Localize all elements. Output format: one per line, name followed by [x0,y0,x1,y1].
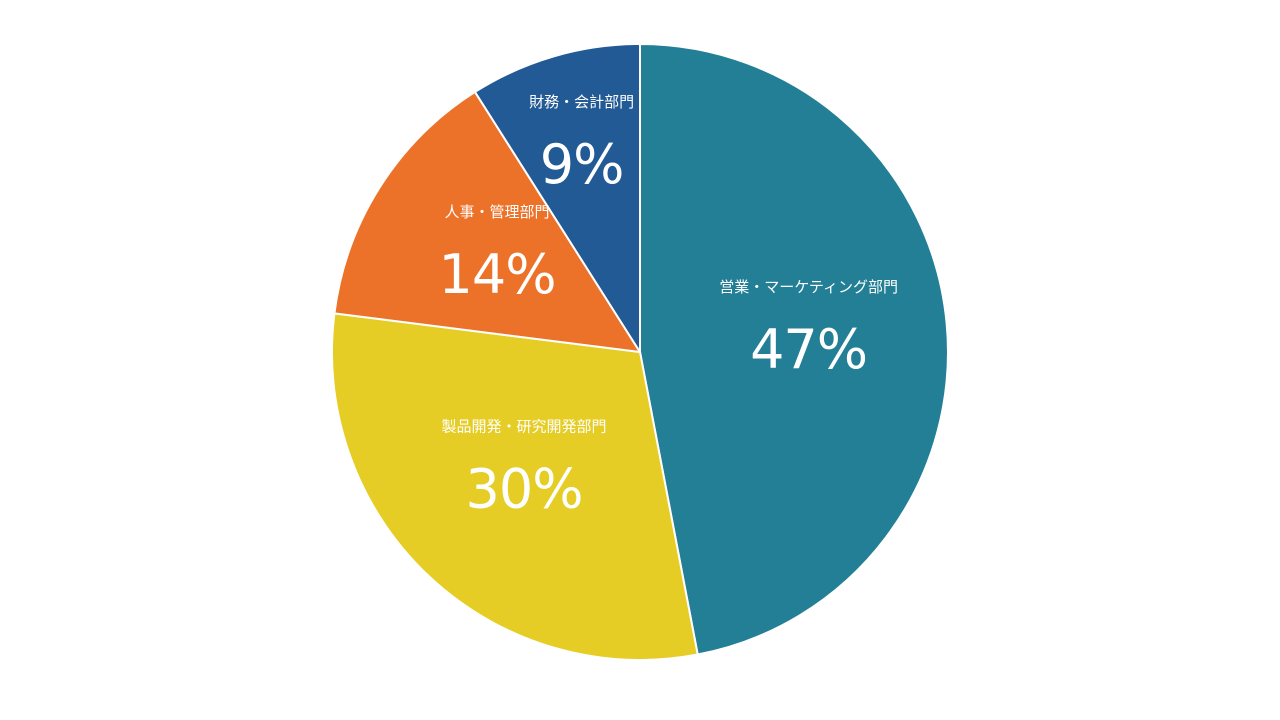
pie-slice-4 [473,43,641,353]
slice-label-2: 製品開発・研究開発部門 [441,418,606,436]
pie-labels: 営業・マーケティング部門 47% 製品開発・研究開発部門 30% 人事・管理部門 14% 財… [438,93,898,521]
pie-slice-3 [333,90,641,353]
slice-label-1: 営業・マーケティング部門 [719,278,898,296]
slice-percent-3: 14% [438,243,555,306]
slice-label-4: 財務・会計部門 [529,93,634,111]
slice-percent-2: 30% [465,458,582,521]
pie-slice-1 [639,43,949,656]
pie-slices [331,43,949,661]
slice-percent-4: 9% [540,133,624,196]
slice-percent-1: 47% [750,318,867,381]
slice-label-3: 人事・管理部門 [444,203,549,221]
pie-slice-2 [331,312,699,661]
